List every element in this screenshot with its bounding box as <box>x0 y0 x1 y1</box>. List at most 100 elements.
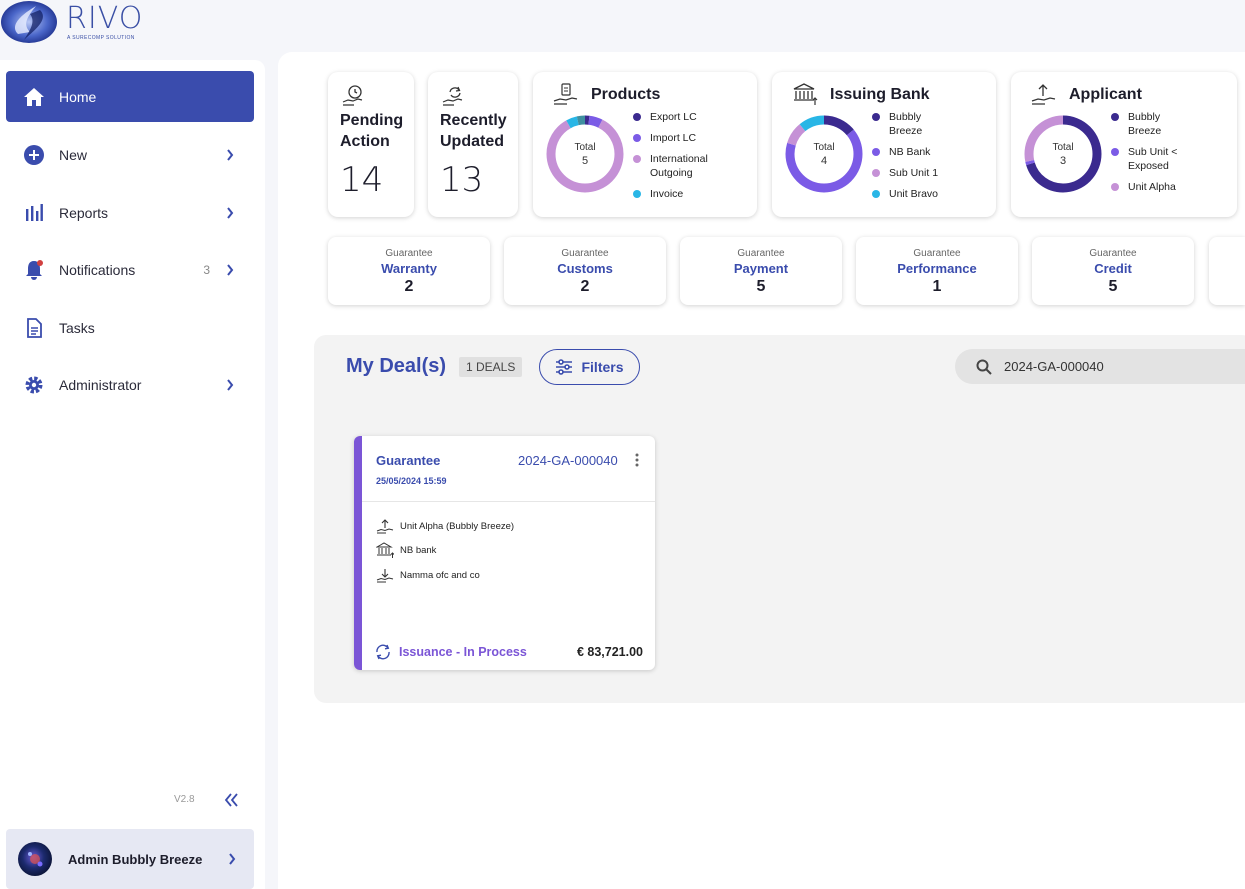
sidebar-item-label: New <box>59 146 88 163</box>
chart-legend: Bubbly Breeze Sub Unit < Exposed Unit Al… <box>1111 110 1231 201</box>
sidebar-item-new[interactable]: New <box>6 129 254 180</box>
chart-title: Issuing Bank <box>830 86 930 103</box>
sidebar-item-administrator[interactable]: Administrator <box>6 359 254 410</box>
deals-count-badge: 1 DEALS <box>459 357 523 377</box>
donut-total-label: Total <box>1052 142 1073 153</box>
sidebar-item-label: Home <box>59 88 97 105</box>
gear-icon <box>23 374 45 396</box>
issuing-bank-chart-card[interactable]: Issuing Bank Total 4 Bubbly Breeze NB Ba… <box>772 72 996 217</box>
guarantee-performance-card[interactable]: Guarantee Performance 1 <box>856 237 1018 305</box>
legend-item[interactable]: Sub Unit < Exposed <box>1111 145 1231 173</box>
plus-circle-icon <box>23 144 45 166</box>
legend-item[interactable]: Bubbly Breeze <box>1111 110 1231 138</box>
stat-title: Recently Updated <box>440 112 507 150</box>
more-options-icon[interactable] <box>633 452 641 468</box>
guarantee-name: Performance <box>897 261 977 276</box>
filters-button[interactable]: Filters <box>539 349 640 385</box>
guarantee-type: Guarantee <box>737 248 785 259</box>
donut-total-label: Total <box>813 142 834 153</box>
filters-label: Filters <box>581 359 624 375</box>
legend-item[interactable]: Invoice <box>633 187 753 201</box>
guarantee-type: Guarantee <box>913 248 961 259</box>
deal-date: 25/05/2024 15:59 <box>376 476 447 486</box>
download-hand-icon <box>376 569 394 583</box>
sidebar-item-label: Reports <box>59 204 109 221</box>
products-donut-chart[interactable]: Total 5 <box>545 114 625 194</box>
recently-updated-count: 13 <box>440 160 484 200</box>
user-name: Admin Bubbly Breeze <box>68 851 203 867</box>
pending-action-card[interactable]: Pending Action 14 <box>328 72 414 217</box>
chevron-right-icon <box>222 853 242 865</box>
pending-action-count: 14 <box>340 160 384 200</box>
donut-segment-other <box>546 115 624 193</box>
sidebar-item-label: Tasks <box>59 319 95 336</box>
deal-search <box>955 349 1245 384</box>
double-chevron-left-icon <box>224 793 238 807</box>
legend-item[interactable]: Unit Bravo <box>872 187 992 201</box>
main-content: Pending Action 14 Recently Updated 13 Prod… <box>278 52 1245 889</box>
guarantee-type: Guarantee <box>385 248 433 259</box>
bell-icon <box>23 259 45 281</box>
chart-legend: Export LC Import LC International Outgoi… <box>633 110 753 208</box>
guarantee-credit-card[interactable]: Guarantee Credit 5 <box>1032 237 1194 305</box>
legend-item[interactable]: Import LC <box>633 131 753 145</box>
avatar <box>18 842 52 876</box>
guarantee-warranty-card[interactable]: Guarantee Warranty 2 <box>328 237 490 305</box>
recently-updated-card[interactable]: Recently Updated 13 <box>428 72 518 217</box>
legend-item[interactable]: NB Bank <box>872 145 992 159</box>
pending-clock-icon <box>342 85 363 106</box>
user-menu[interactable]: Admin Bubbly Breeze <box>6 829 254 889</box>
donut-segment-nb-bank <box>785 115 863 193</box>
applicant-chart-card[interactable]: Applicant Total 3 Bubbly Breeze Sub Unit… <box>1011 72 1237 217</box>
donut-total-value: 3 <box>1060 155 1066 167</box>
refresh-hand-icon <box>442 86 463 106</box>
deal-reference[interactable]: 2024-GA-000040 <box>518 453 618 468</box>
chevron-right-icon <box>220 378 240 391</box>
donut-segment-unit-bravo <box>785 115 863 193</box>
donut-total-value: 5 <box>582 155 588 167</box>
home-icon <box>23 86 45 108</box>
stat-title: Pending Action <box>340 112 404 150</box>
applicant-donut-chart[interactable]: Total 3 <box>1023 114 1103 194</box>
guarantee-count: 5 <box>1108 278 1118 295</box>
search-icon <box>976 359 992 375</box>
sidebar-item-tasks[interactable]: Tasks <box>6 302 254 353</box>
guarantee-name: Payment <box>733 261 789 276</box>
guarantee-payment-card[interactable]: Guarantee Payment 5 <box>680 237 842 305</box>
sidebar-item-notifications[interactable]: Notifications 3 <box>6 244 254 295</box>
brand-tagline: A SURECOMP SOLUTION <box>67 35 135 41</box>
sidebar-item-home[interactable]: Home <box>6 71 254 122</box>
donut-segment-international <box>546 115 624 193</box>
issuing-bank-donut-chart[interactable]: Total 4 <box>784 114 864 194</box>
sidebar: Home New Reports Notifications 3 Tasks A… <box>0 60 265 889</box>
legend-item[interactable]: International Outgoing <box>633 152 753 180</box>
sidebar-item-label: Notifications <box>59 261 136 278</box>
legend-item[interactable]: Bubbly Breeze <box>872 110 992 138</box>
guarantee-card-partial[interactable] <box>1209 237 1245 305</box>
donut-segment-unit-alpha <box>1024 115 1102 193</box>
deal-card[interactable]: Guarantee 2024-GA-000040 25/05/2024 15:5… <box>354 436 655 670</box>
chevron-right-icon <box>220 263 240 276</box>
deal-amount: € 83,721.00 <box>576 645 643 659</box>
products-chart-card[interactable]: Products Total 5 Export LC Import LC Int… <box>533 72 757 217</box>
chart-legend: Bubbly Breeze NB Bank Sub Unit 1 Unit Br… <box>872 110 992 208</box>
guarantee-count: 2 <box>404 278 414 295</box>
sidebar-item-reports[interactable]: Reports <box>6 187 254 238</box>
search-input[interactable] <box>1004 359 1204 374</box>
guarantee-name: Credit <box>1094 261 1132 276</box>
legend-item[interactable]: Unit Alpha <box>1111 180 1231 194</box>
guarantee-count: 2 <box>580 278 590 295</box>
chevron-right-icon <box>220 206 240 219</box>
sliders-icon <box>556 359 573 375</box>
brand-logo: RIVO A SURECOMP SOLUTION <box>0 0 200 48</box>
products-hand-icon <box>553 83 578 105</box>
refresh-icon <box>376 644 390 660</box>
legend-item[interactable]: Export LC <box>633 110 753 124</box>
legend-item[interactable]: Sub Unit 1 <box>872 166 992 180</box>
deals-title: My Deal(s) <box>346 355 447 377</box>
document-icon <box>23 317 45 339</box>
bank-icon <box>376 542 394 558</box>
deal-applicant: Unit Alpha (Bubbly Breeze) <box>376 518 514 534</box>
collapse-sidebar-button[interactable] <box>222 790 242 810</box>
guarantee-customs-card[interactable]: Guarantee Customs 2 <box>504 237 666 305</box>
